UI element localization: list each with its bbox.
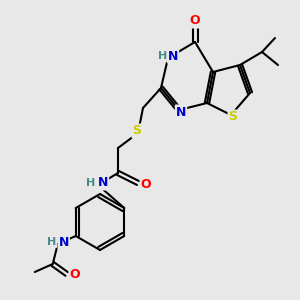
Text: N: N <box>98 176 108 190</box>
Text: N: N <box>58 236 69 248</box>
Text: O: O <box>190 14 200 28</box>
Text: S: S <box>133 124 142 137</box>
Text: S: S <box>229 110 238 124</box>
Text: H: H <box>158 51 168 61</box>
Text: O: O <box>141 178 151 191</box>
Text: H: H <box>86 178 96 188</box>
Text: O: O <box>69 268 80 281</box>
Text: N: N <box>168 50 178 62</box>
Text: H: H <box>47 237 56 247</box>
Text: N: N <box>176 106 186 118</box>
